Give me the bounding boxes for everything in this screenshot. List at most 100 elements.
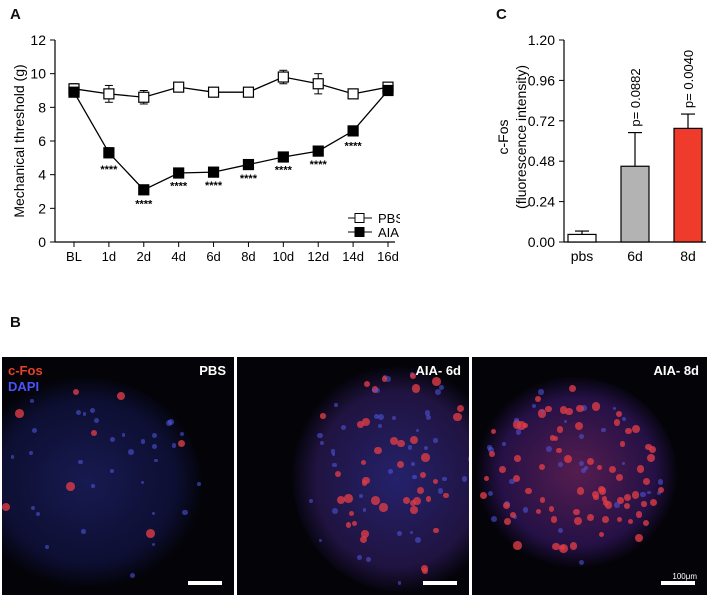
cfos-positive-cell xyxy=(616,474,623,482)
nucleus xyxy=(197,482,201,486)
nucleus xyxy=(584,466,588,470)
cfos-positive-cell xyxy=(599,532,605,538)
cfos-positive-cell xyxy=(344,494,353,503)
nucleus xyxy=(581,467,587,473)
nucleus xyxy=(36,511,41,517)
nucleus xyxy=(377,413,384,420)
cfos-positive-cell xyxy=(617,497,624,505)
cfos-positive-cell xyxy=(596,465,602,471)
nucleus xyxy=(28,451,33,456)
x-tick-label: 10d xyxy=(272,249,294,264)
stain-legend: c-Fos DAPI xyxy=(8,363,43,395)
nucleus xyxy=(377,424,382,429)
cfos-positive-cell xyxy=(576,404,584,412)
cfos-positive-cell xyxy=(560,406,568,414)
nucleus xyxy=(513,515,518,520)
cfos-positive-cell xyxy=(2,502,11,512)
cfos-positive-cell xyxy=(523,422,529,428)
cfos-positive-cell xyxy=(66,482,75,491)
cfos-positive-cell xyxy=(657,486,664,493)
cfos-positive-cell xyxy=(573,516,582,525)
y-tick-label: 8 xyxy=(38,99,46,115)
y-tick-label: 0 xyxy=(38,234,46,250)
nucleus xyxy=(600,427,606,433)
cfos-positive-cell xyxy=(419,471,426,478)
tissue-section xyxy=(2,377,202,587)
nucleus xyxy=(411,462,416,466)
x-tick-label: 14d xyxy=(342,249,364,264)
line-chart-threshold: 0 2 4 6 8 10 12 BL 1d 2d 4d 6d 8d 10d 12d 14d 16d Mechani… xyxy=(11,32,400,264)
data-point-pbs xyxy=(138,91,150,103)
cfos-positive-cell xyxy=(534,396,541,403)
nucleus xyxy=(121,432,126,437)
cfos-positive-cell xyxy=(635,533,644,542)
cfos-positive-cell xyxy=(592,490,600,498)
nucleus xyxy=(334,403,338,407)
cfos-positive-cell xyxy=(416,486,425,495)
cfos-positive-cell xyxy=(623,502,630,509)
cfos-positive-cell xyxy=(598,487,607,495)
scale-bar xyxy=(423,581,457,585)
cfos-positive-cell xyxy=(537,409,546,418)
nucleus xyxy=(357,554,363,560)
cfos-positive-cell xyxy=(491,428,497,435)
data-point-aia xyxy=(242,158,255,171)
y-tick-label: 0.96 xyxy=(528,72,555,88)
cfos-positive-cell xyxy=(591,402,600,411)
significance-marker: **** xyxy=(205,180,223,192)
cfos-positive-cell xyxy=(456,404,465,412)
nucleus xyxy=(578,433,584,439)
cfos-positive-cell xyxy=(563,454,573,464)
y-tick-label: 0.48 xyxy=(528,153,555,169)
cfos-positive-cell xyxy=(593,495,599,501)
data-point-aia xyxy=(138,184,150,196)
cfos-positive-cell xyxy=(14,409,24,418)
cfos-positive-cell xyxy=(432,527,439,534)
nucleus xyxy=(82,412,87,416)
nucleus xyxy=(557,462,563,467)
nucleus xyxy=(414,537,421,544)
nucleus xyxy=(425,414,432,421)
cfos-positive-cell xyxy=(381,376,388,382)
significance-marker: **** xyxy=(100,164,118,176)
panel-b-letter: B xyxy=(10,314,21,331)
p-value-label: p= 0.0040 xyxy=(681,50,696,108)
cfos-positive-cell xyxy=(573,508,580,515)
nucleus xyxy=(563,420,567,424)
data-point-aia xyxy=(277,151,289,163)
bar-chart-cfos: 0.00 0.24 0.48 0.72 0.96 1.20 pbs 6d p= 0.0882 8d… xyxy=(495,32,706,264)
stain-cfos-label: c-Fos xyxy=(8,363,43,378)
cfos-positive-cell xyxy=(361,530,369,538)
nucleus xyxy=(358,493,364,499)
nucleus xyxy=(32,428,38,434)
nucleus xyxy=(557,527,563,533)
nucleus xyxy=(91,483,95,488)
cfos-positive-cell xyxy=(361,418,370,427)
tissue-section xyxy=(292,367,469,592)
nucleus xyxy=(410,530,414,535)
nucleus xyxy=(578,460,584,466)
cfos-positive-cell xyxy=(397,461,405,469)
cfos-positive-cell xyxy=(524,487,532,495)
nucleus xyxy=(621,416,626,421)
cfos-positive-cell xyxy=(623,494,631,502)
nucleus xyxy=(415,429,419,433)
cfos-positive-cell xyxy=(483,476,490,482)
cfos-positive-cell xyxy=(613,419,621,426)
nucleus xyxy=(331,452,336,456)
legend-marker xyxy=(354,213,365,223)
stain-dapi-label: DAPI xyxy=(8,379,40,394)
y-tick-label: 0.72 xyxy=(528,113,555,129)
nucleus xyxy=(93,417,100,423)
nucleus xyxy=(340,425,346,431)
panel-a-letter: A xyxy=(10,6,21,23)
cfos-positive-cell xyxy=(565,407,574,416)
cfos-positive-cell xyxy=(379,503,388,512)
x-tick-label: 8d xyxy=(680,248,696,264)
nucleus xyxy=(152,433,158,439)
data-point-pbs xyxy=(173,81,185,93)
cfos-positive-cell xyxy=(425,496,431,502)
cfos-positive-cell xyxy=(389,436,399,446)
legend-label-aia: AIA xyxy=(378,225,399,240)
data-point-pbs xyxy=(312,78,324,90)
